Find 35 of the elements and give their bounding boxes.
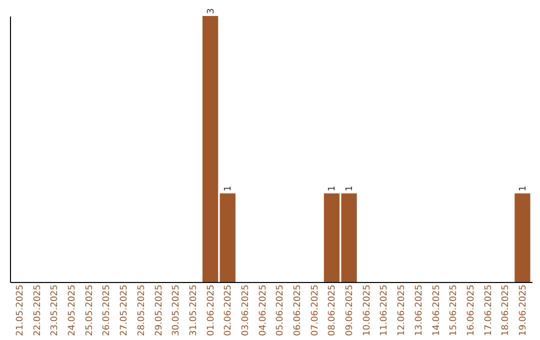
x-tick-label: 19.06.2025 [518, 284, 528, 336]
x-tick-label: 08.06.2025 [328, 284, 338, 336]
x-tick-label: 23.05.2025 [50, 284, 60, 336]
x-tick-label: 02.06.2025 [224, 284, 234, 336]
x-tick-label: 05.06.2025 [276, 284, 286, 336]
x-tick-label: 21.05.2025 [16, 284, 26, 336]
x-tick-label: 18.06.2025 [501, 284, 512, 336]
x-tick-label: 31.05.2025 [188, 284, 199, 336]
x-tick-label: 22.05.2025 [32, 284, 43, 336]
x-tick-label: 04.06.2025 [258, 284, 268, 336]
x-tick-label: 16.06.2025 [466, 284, 476, 336]
x-tick-label: 27.05.2025 [120, 284, 130, 336]
data-label: 1 [224, 186, 234, 192]
x-tick-label: 15.06.2025 [449, 284, 460, 336]
x-tick-label: 09.06.2025 [345, 284, 356, 336]
data-label: 1 [328, 186, 338, 192]
x-tick-label: 25.05.2025 [84, 284, 95, 336]
x-tick-label: 13.06.2025 [414, 284, 424, 336]
x-tick-label: 17.06.2025 [484, 284, 494, 336]
x-tick-label: 07.06.2025 [310, 284, 320, 336]
data-label: 1 [345, 186, 356, 192]
x-tick-label: 14.06.2025 [432, 284, 442, 336]
data-label: 3 [206, 8, 216, 14]
x-tick-label: 12.06.2025 [397, 284, 408, 336]
x-tick-label: 24.05.2025 [68, 284, 78, 336]
x-tick-label: 03.06.2025 [240, 284, 251, 336]
x-tick-label: 28.05.2025 [136, 284, 147, 336]
x-tick-label: 29.05.2025 [154, 284, 164, 336]
data-label: 1 [518, 186, 528, 192]
x-tick-label: 11.06.2025 [380, 284, 390, 336]
x-tick-label: 30.05.2025 [172, 284, 182, 336]
x-tick-label: 01.06.2025 [206, 284, 216, 336]
x-tick-label: 26.05.2025 [102, 284, 112, 336]
x-tick-label: 06.06.2025 [293, 284, 304, 336]
x-tick-label: 10.06.2025 [362, 284, 372, 336]
